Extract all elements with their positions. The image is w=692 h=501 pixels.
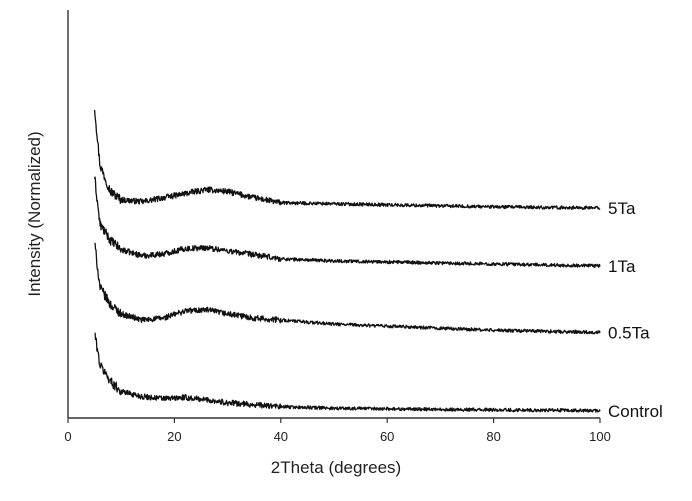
series-label-1: 1Ta [608,257,636,276]
x-tick-label: 0 [64,429,71,444]
x-ticks: 0 20 40 60 80 100 [64,418,611,444]
series-label-0: 5Ta [608,199,636,218]
x-tick-label: 20 [167,429,181,444]
x-tick-label: 60 [380,429,394,444]
series-curves [93,109,601,413]
series-line-2 [94,242,601,335]
x-tick-label: 40 [274,429,288,444]
series-line-0 [93,109,601,210]
x-tick-label: 100 [589,429,611,444]
series-line-1 [93,176,601,268]
x-tick-label: 80 [486,429,500,444]
x-axis-title: 2Theta (degrees) [271,458,401,477]
series-label-3: Control [608,402,663,421]
series-line-3 [94,332,601,413]
series-label-2: 0.5Ta [608,323,650,342]
series-labels: 5Ta 1Ta 0.5Ta Control [608,199,663,421]
y-axis-title: Intensity (Normalized) [25,131,44,296]
